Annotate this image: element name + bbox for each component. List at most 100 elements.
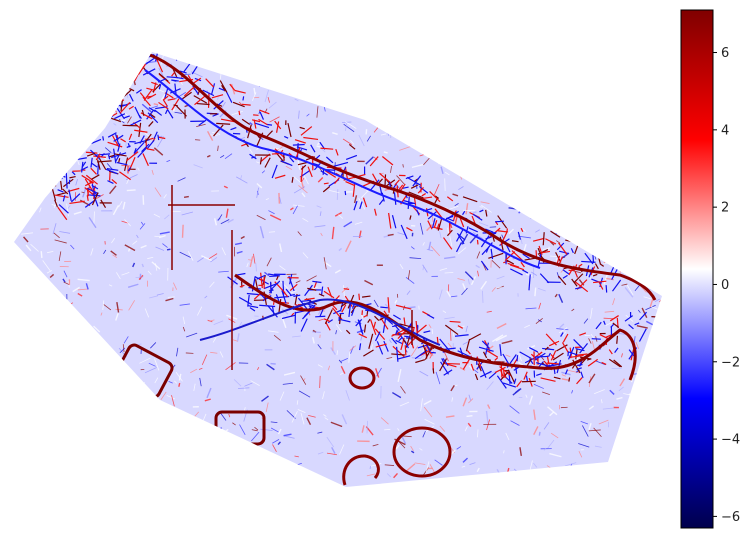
- edge-stroke: [164, 109, 168, 115]
- texture-stroke: [314, 225, 326, 228]
- texture-stroke: [159, 231, 170, 235]
- texture-stroke: [446, 290, 452, 298]
- edge-stroke: [499, 344, 502, 356]
- texture-stroke: [147, 270, 152, 275]
- texture-stroke: [256, 183, 263, 189]
- texture-stroke: [482, 290, 484, 303]
- texture-stroke: [227, 218, 234, 224]
- texture-stroke: [422, 264, 428, 273]
- texture-stroke: [533, 383, 544, 389]
- edge-stroke: [499, 366, 512, 377]
- texture-stroke: [604, 146, 615, 149]
- edge-stroke: [348, 302, 352, 317]
- texture-stroke: [565, 61, 572, 73]
- texture-stroke: [294, 98, 299, 102]
- texture-stroke: [302, 252, 309, 259]
- texture-stroke: [77, 159, 80, 166]
- colorbar-bar: [680, 9, 714, 529]
- texture-stroke: [117, 456, 120, 460]
- edge-stroke: [399, 183, 406, 192]
- texture-stroke: [654, 298, 660, 303]
- edge-stroke: [238, 110, 241, 116]
- texture-stroke: [548, 197, 553, 200]
- texture-stroke: [380, 133, 387, 136]
- edge-stroke: [559, 250, 569, 255]
- texture-stroke: [353, 195, 358, 204]
- texture-stroke: [341, 286, 348, 293]
- edge-stroke: [368, 333, 374, 349]
- texture-stroke: [97, 453, 103, 457]
- texture-stroke: [249, 256, 254, 268]
- texture-stroke: [470, 276, 477, 286]
- texture-stroke: [228, 63, 232, 67]
- texture-stroke: [586, 60, 594, 65]
- texture-stroke: [39, 429, 45, 434]
- edge-stroke: [412, 175, 422, 187]
- texture-stroke: [14, 335, 17, 341]
- texture-stroke: [364, 279, 374, 286]
- texture-stroke: [559, 323, 565, 329]
- texture-stroke: [477, 429, 479, 438]
- texture-stroke: [149, 295, 158, 299]
- texture-stroke: [414, 462, 426, 465]
- texture-stroke: [503, 450, 505, 454]
- texture-stroke: [602, 407, 615, 410]
- texture-stroke: [600, 147, 610, 154]
- texture-stroke: [549, 241, 555, 246]
- texture-stroke: [354, 221, 363, 225]
- ridge-top: [149, 53, 657, 301]
- texture-stroke: [371, 74, 379, 83]
- texture-stroke: [81, 104, 90, 112]
- texture-stroke: [620, 115, 626, 125]
- edge-stroke: [176, 105, 188, 117]
- edge-stroke: [439, 358, 448, 372]
- edge-stroke: [158, 136, 166, 140]
- texture-stroke: [66, 460, 72, 463]
- edge-stroke: [378, 198, 385, 205]
- texture-stroke: [37, 171, 48, 180]
- edge-stroke: [526, 358, 533, 367]
- edge-stroke: [117, 143, 121, 152]
- edge-stroke: [122, 124, 138, 127]
- texture-stroke: [74, 97, 78, 106]
- texture-stroke: [302, 218, 309, 223]
- texture-stroke: [605, 226, 610, 234]
- edge-stroke: [433, 220, 438, 228]
- edge-stroke: [119, 171, 131, 181]
- edge-stroke: [175, 52, 183, 61]
- texture-stroke: [268, 101, 277, 109]
- texture-stroke: [144, 367, 157, 374]
- texture-stroke: [406, 52, 411, 56]
- texture-stroke: [197, 257, 204, 263]
- edge-stroke: [315, 315, 326, 318]
- texture-stroke: [154, 358, 160, 371]
- texture-stroke: [649, 153, 657, 163]
- edge-stroke: [513, 378, 517, 385]
- texture-stroke: [592, 235, 596, 241]
- texture-stroke: [78, 412, 82, 417]
- texture-stroke: [604, 193, 611, 200]
- edge-stroke: [542, 232, 545, 246]
- texture-stroke: [649, 297, 654, 308]
- edge-stroke: [300, 164, 307, 170]
- texture-stroke: [122, 112, 128, 116]
- texture-stroke: [512, 387, 522, 396]
- edge-stroke: [123, 89, 132, 97]
- texture-stroke: [273, 147, 283, 150]
- texture-stroke: [201, 354, 208, 366]
- texture-stroke: [187, 251, 194, 261]
- texture-stroke: [580, 420, 589, 425]
- texture-stroke: [279, 265, 286, 271]
- texture-stroke: [319, 211, 322, 217]
- texture-stroke: [459, 72, 463, 74]
- edge-stroke: [320, 286, 324, 296]
- texture-stroke: [63, 281, 70, 286]
- texture-stroke: [455, 107, 458, 113]
- texture-stroke: [533, 190, 535, 199]
- texture-stroke: [76, 321, 80, 326]
- texture-stroke: [193, 164, 203, 169]
- texture-stroke: [456, 446, 462, 450]
- edge-stroke: [442, 358, 449, 367]
- edge-stroke: [323, 290, 335, 299]
- texture-stroke: [111, 237, 116, 244]
